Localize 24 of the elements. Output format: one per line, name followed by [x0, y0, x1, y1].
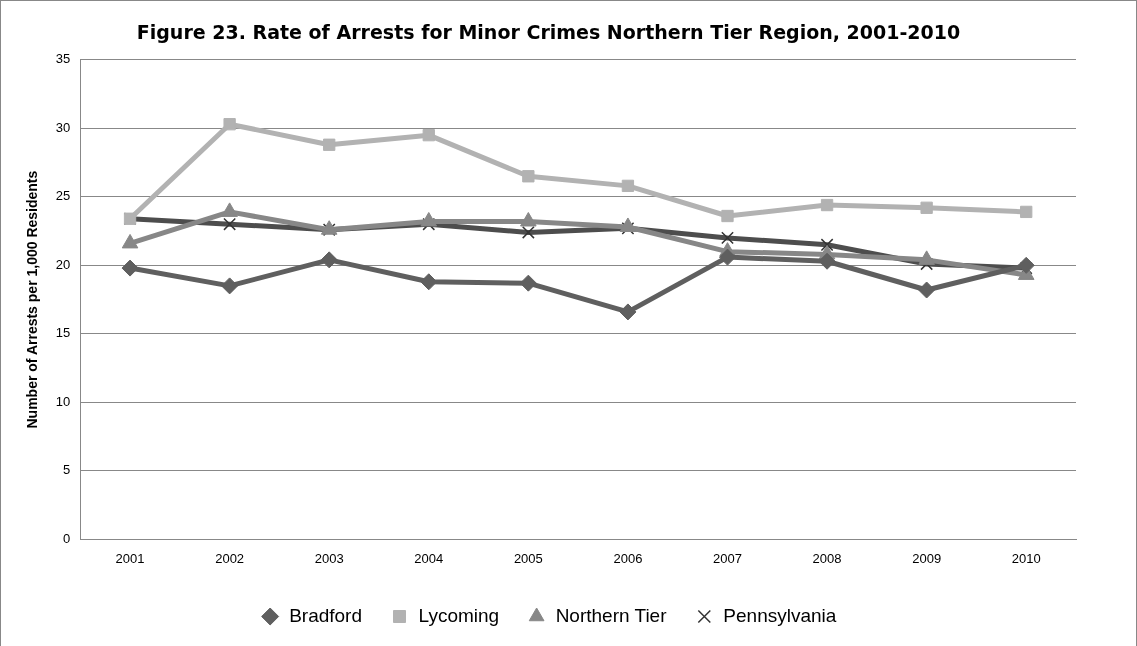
y-tick-label: 30 [55, 119, 71, 135]
chart-title: Figure 23. Rate of Arrests for Minor Crimes Northern Tier Region, 2001-2010 [136, 21, 961, 44]
x-tick-label: 2004 [414, 550, 444, 566]
legend-label: Lycoming [418, 604, 500, 626]
y-tick-label: 15 [55, 325, 71, 341]
x-tick-label: 2010 [1011, 550, 1041, 566]
x-tick-label: 2003 [314, 550, 344, 566]
y-tick-label: 20 [55, 256, 71, 272]
x-tick-label: 2001 [115, 550, 145, 566]
legend-label: Northern Tier [555, 604, 668, 626]
x-tick-label: 2009 [912, 550, 942, 566]
y-axis-title: Number of Arrests per 1,000 Residents [24, 170, 41, 429]
legend-label: Bradford [289, 604, 363, 626]
y-tick-label: 10 [55, 393, 71, 409]
x-tick-label: 2002 [215, 550, 245, 566]
x-tick-label: 2007 [713, 550, 742, 566]
y-tick-label: 0 [63, 530, 71, 546]
x-tick-label: 2005 [513, 550, 543, 566]
x-tick-label: 2006 [613, 550, 643, 566]
y-tick-label: 25 [55, 188, 71, 204]
y-tick-label: 35 [55, 51, 71, 67]
legend-label: Pennsylvania [723, 604, 837, 626]
x-tick-label: 2008 [812, 550, 842, 566]
y-tick-label: 5 [63, 462, 71, 478]
